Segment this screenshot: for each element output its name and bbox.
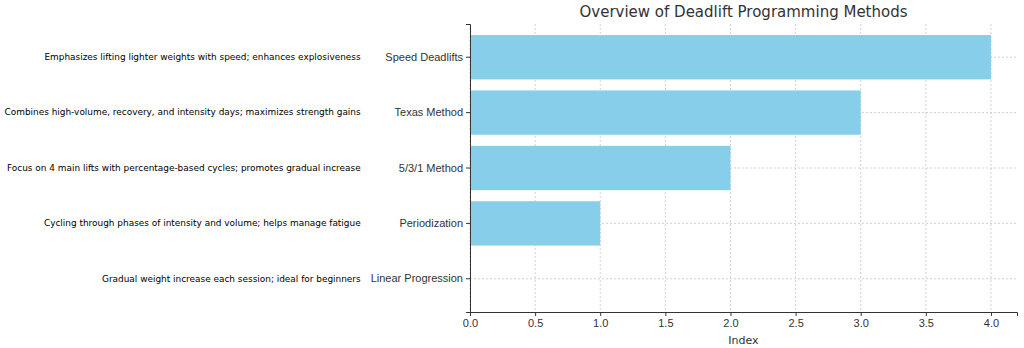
tick: 5/3/1 Method bbox=[399, 162, 470, 174]
tick-label: Periodization bbox=[399, 217, 463, 229]
chart: 0.0 0.5 1.0 1.5 2.0 2.5 3.0 3.5 4.0 Linear Progre… bbox=[0, 0, 1024, 348]
bar bbox=[470, 35, 991, 79]
tick-label: 2.5 bbox=[788, 317, 803, 329]
tick-mark bbox=[665, 312, 666, 316]
tick-label: 3.0 bbox=[854, 317, 869, 329]
annotation: Emphasizes lifting lighter weights with … bbox=[44, 52, 361, 62]
tick: 3.5 bbox=[919, 312, 934, 329]
annotations: Gradual weight increase each session; id… bbox=[5, 52, 362, 284]
annotation: Focus on 4 main lifts with percentage-ba… bbox=[7, 163, 361, 173]
tick-label: 0.5 bbox=[528, 317, 543, 329]
tick-mark bbox=[861, 312, 862, 316]
annotation: Gradual weight increase each session; id… bbox=[102, 274, 361, 284]
y-axis: Linear Progression Periodization 5/3/1 Met… bbox=[371, 25, 471, 313]
tick: 1.5 bbox=[658, 312, 673, 329]
tick: 3.0 bbox=[854, 312, 869, 329]
grid-line bbox=[470, 278, 1017, 279]
tick-label: Speed Deadlifts bbox=[385, 51, 463, 63]
tick-label: Texas Method bbox=[395, 106, 463, 118]
bar bbox=[470, 90, 861, 134]
tick: 0.0 bbox=[463, 312, 478, 329]
grid bbox=[470, 24, 1017, 312]
tick-mark bbox=[600, 312, 601, 316]
tick-label: 3.5 bbox=[919, 317, 934, 329]
tick-mark bbox=[466, 223, 470, 224]
tick-label: 5/3/1 Method bbox=[399, 162, 463, 174]
x-axis: 0.0 0.5 1.0 1.5 2.0 2.5 3.0 3.5 4.0 bbox=[463, 312, 1018, 329]
tick-mark bbox=[991, 312, 992, 316]
axis-line bbox=[466, 25, 471, 313]
title: Overview of Deadlift Programming Methods bbox=[579, 3, 907, 21]
tick-label: Linear Progression bbox=[371, 272, 463, 284]
tick-mark bbox=[535, 312, 536, 316]
bar bbox=[470, 201, 600, 245]
tick-label: 4.0 bbox=[984, 317, 999, 329]
tick: 4.0 bbox=[984, 312, 999, 329]
tick-label: 1.0 bbox=[593, 317, 608, 329]
annotation: Cycling through phases of intensity and … bbox=[44, 218, 361, 228]
tick-label: 0.0 bbox=[463, 317, 478, 329]
tick: 2.0 bbox=[723, 312, 738, 329]
tick-mark bbox=[466, 278, 470, 279]
tick: Periodization bbox=[399, 217, 470, 229]
tick-mark bbox=[466, 57, 470, 58]
tick-mark bbox=[730, 312, 731, 316]
tick-mark bbox=[466, 112, 470, 113]
tick-mark bbox=[926, 312, 927, 316]
tick: 0.5 bbox=[528, 312, 543, 329]
tick: 2.5 bbox=[788, 312, 803, 329]
axis-title: Index bbox=[728, 334, 759, 347]
annotation: Combines high-volume, recovery, and inte… bbox=[5, 107, 361, 117]
tick: 1.0 bbox=[593, 312, 608, 329]
tick: Linear Progression bbox=[371, 272, 470, 284]
bars bbox=[470, 35, 991, 245]
tick: Speed Deadlifts bbox=[385, 51, 470, 63]
tick: Texas Method bbox=[395, 106, 470, 118]
bar bbox=[470, 146, 730, 190]
tick-label: 1.5 bbox=[658, 317, 673, 329]
tick-mark bbox=[466, 168, 470, 169]
axis-line bbox=[471, 313, 1018, 317]
tick-label: 2.0 bbox=[723, 317, 738, 329]
tick-mark bbox=[796, 312, 797, 316]
